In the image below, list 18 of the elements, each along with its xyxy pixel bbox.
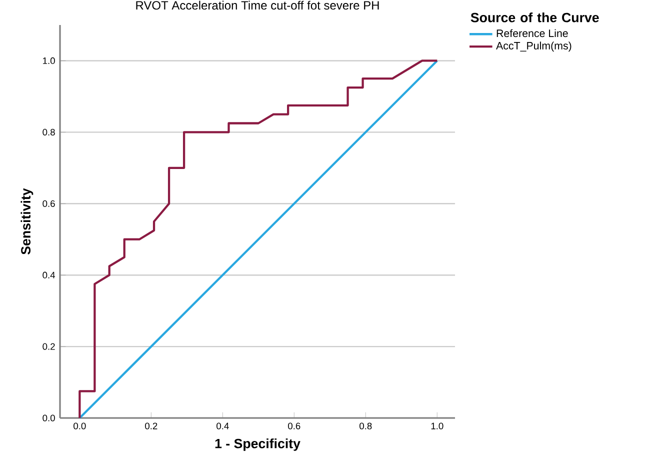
y-axis-title: Sensitivity (20, 188, 34, 254)
x-tick-label: 0.2 (145, 422, 158, 430)
x-tick-label: 0.8 (360, 422, 372, 430)
legend-label: Reference Line (496, 29, 568, 38)
legend-label: AccT_Pulm(ms) (496, 42, 572, 52)
x-tick-label: 1.0 (431, 422, 444, 430)
y-tick-label: 0.6 (42, 200, 55, 207)
x-tick-label: 0.6 (288, 422, 300, 430)
x-tick-label: 0.4 (216, 422, 229, 430)
y-tick-label: 1.0 (43, 57, 55, 64)
chart-title: RVOT Acceleration Time cut-off fot severe PH (136, 0, 379, 10)
x-axis-title: 1 - Specificity (215, 438, 300, 451)
y-tick-label: 0.8 (42, 128, 55, 136)
y-tick-label: 0.4 (42, 272, 56, 278)
y-tick-label: 0.2 (42, 343, 55, 350)
y-tick-label: 0.0 (42, 414, 55, 422)
x-tick-label: 0.0 (74, 422, 86, 430)
legend-title: Source of the Curve (470, 12, 599, 22)
